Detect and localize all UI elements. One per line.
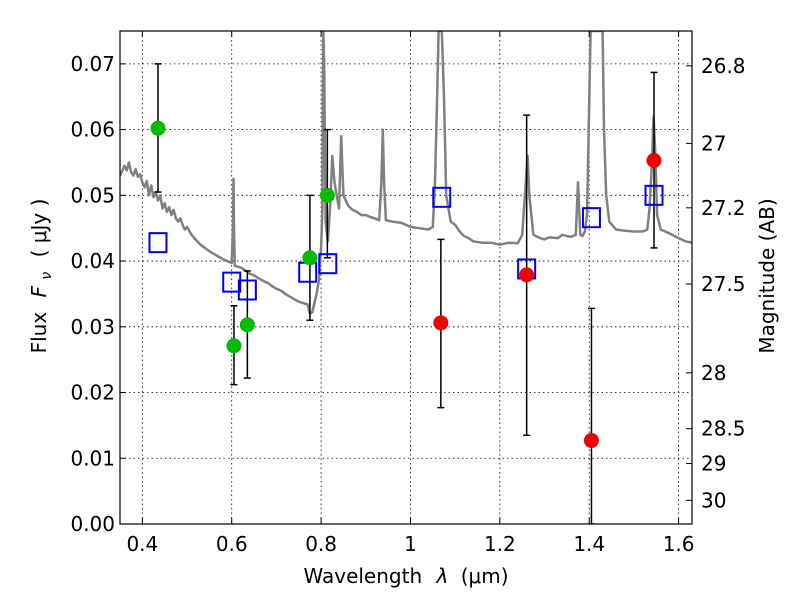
error-bars	[154, 63, 658, 524]
red-data-point	[519, 267, 535, 283]
magnitude-tick-label: 27	[701, 131, 726, 155]
y-tick-label: 0.06	[70, 118, 115, 142]
magnitude-tick-label: 27.2	[701, 196, 746, 220]
plot-frame	[119, 30, 693, 525]
red-data-point	[583, 433, 599, 449]
x-tick-label: 1.2	[484, 532, 516, 556]
green-data-point	[319, 187, 335, 203]
model-square-marker	[644, 184, 664, 206]
model-square-marker	[318, 253, 338, 275]
model-square-marker	[222, 271, 242, 293]
template-spectrum	[120, 31, 692, 315]
x-tick-label: 0.4	[126, 532, 158, 556]
y-tick-label: 0.07	[70, 52, 115, 76]
y-axis-label: Flux F ν ( μJy )	[27, 199, 56, 354]
model-squares	[148, 184, 664, 301]
y-tick-label: 0.03	[70, 315, 115, 339]
green-data-point	[302, 250, 318, 266]
red-data-point	[433, 315, 449, 331]
magnitude-tick-label: 27.5	[701, 272, 746, 296]
template-spectrum-line	[120, 31, 692, 315]
data-points	[150, 120, 662, 449]
y-tick-label: 0.01	[70, 446, 115, 470]
y-tick-label: 0.05	[70, 183, 115, 207]
magnitude-tick-label: 29	[701, 452, 726, 476]
green-data-point	[239, 317, 255, 333]
x-tick-label: 1.4	[573, 532, 605, 556]
grid-lines	[120, 31, 692, 525]
x-tick-label: 0.6	[216, 532, 248, 556]
model-square-marker	[298, 261, 318, 283]
x-tick-label: 1.6	[663, 532, 695, 556]
model-square-marker	[237, 279, 257, 301]
green-data-point	[226, 338, 242, 354]
magnitude-tick-label: 26.8	[701, 54, 746, 78]
axis-ticks: 0.4 0.6 0.8 1 1.2 1.4 1.6 0.00 0.01 0.02 0.03 0.04 0…	[70, 31, 746, 556]
red-data-point	[646, 152, 662, 168]
x-axis-label: Wavelength λ (μm)	[303, 564, 508, 588]
y-tick-label: 0.04	[70, 249, 115, 273]
model-square-marker	[581, 207, 601, 229]
right-axis-label: Magnitude (AB)	[755, 198, 779, 353]
y-tick-label: 0.02	[70, 381, 115, 405]
model-square-marker	[432, 186, 452, 208]
model-square-marker	[148, 232, 168, 254]
y-tick-label: 0.00	[70, 512, 115, 536]
x-tick-label: 1	[404, 532, 417, 556]
magnitude-tick-label: 28.5	[701, 417, 746, 441]
green-data-point	[150, 120, 166, 136]
magnitude-tick-label: 28	[701, 361, 726, 385]
x-tick-label: 0.8	[305, 532, 337, 556]
magnitude-tick-label: 30	[701, 488, 726, 512]
